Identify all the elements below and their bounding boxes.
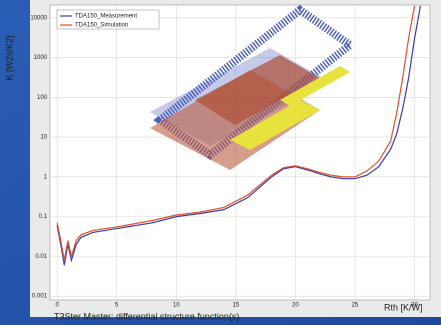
y-tick-label: 0.1 <box>39 214 48 220</box>
y-tick-label: 1000 <box>34 55 48 61</box>
y-tick-label: 10000 <box>30 15 47 21</box>
y-tick-label: 100 <box>37 95 48 101</box>
y-tick-label: 0.01 <box>35 254 47 260</box>
y-axis-label: K [W2s/K2] <box>4 35 14 80</box>
x-tick-label: 15 <box>232 303 239 309</box>
legend-label: TDA150_Simulation <box>75 23 128 29</box>
y-tick-label: 0.001 <box>32 294 48 300</box>
x-tick-label: 30 <box>411 303 418 309</box>
chart: K [W2s/K2] Rth [K/W] T3Ster Master: diff… <box>0 0 441 325</box>
x-tick-label: 25 <box>352 303 359 309</box>
caption: T3Ster Master: differential structure fu… <box>54 311 239 321</box>
x-tick-label: 10 <box>173 303 180 309</box>
legend-label: TDA150_Measurement <box>75 14 137 20</box>
x-tick-label: 20 <box>292 303 299 309</box>
y-tick-label: 10 <box>40 135 47 141</box>
